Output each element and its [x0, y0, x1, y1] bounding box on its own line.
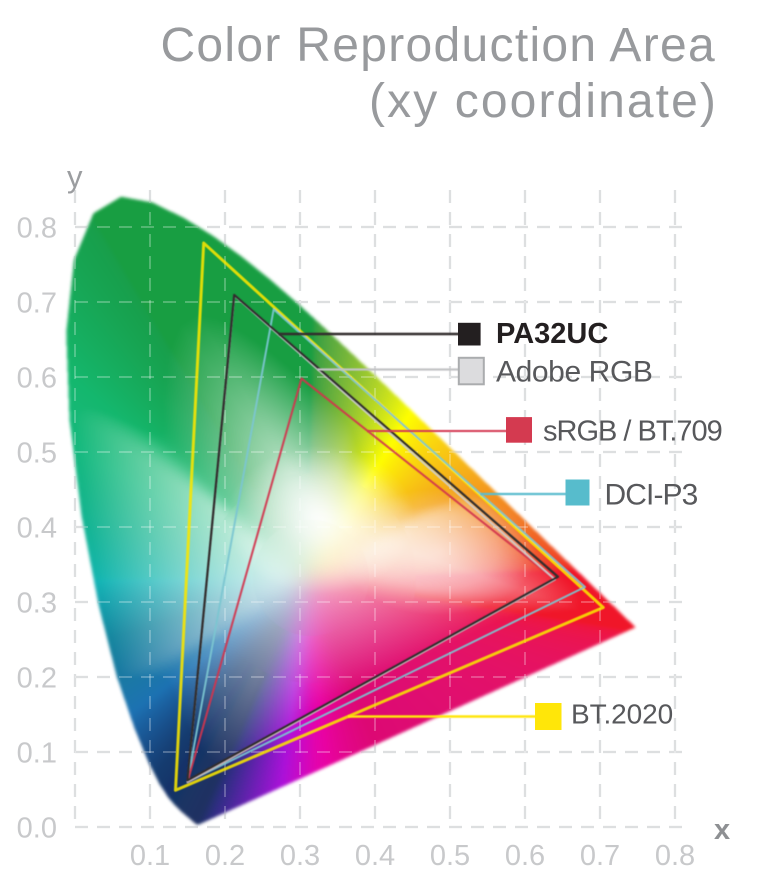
svg-text:0.2: 0.2: [205, 840, 245, 872]
svg-text:0.8: 0.8: [655, 840, 695, 872]
svg-text:y: y: [67, 159, 83, 194]
svg-text:0.5: 0.5: [430, 840, 470, 872]
svg-text:0.6: 0.6: [505, 840, 545, 872]
svg-text:0.8: 0.8: [17, 213, 57, 245]
svg-text:0.5: 0.5: [17, 438, 57, 470]
svg-text:PA32UC: PA32UC: [496, 318, 608, 350]
svg-text:Color Reproduction Area: Color Reproduction Area: [160, 19, 716, 72]
svg-text:sRGB / BT.709: sRGB / BT.709: [543, 416, 722, 448]
svg-text:0.6: 0.6: [17, 363, 57, 395]
svg-text:(xy coordinate): (xy coordinate): [369, 75, 718, 128]
svg-text:0.1: 0.1: [17, 738, 57, 770]
svg-text:0.7: 0.7: [17, 288, 57, 320]
svg-text:0.3: 0.3: [280, 840, 320, 872]
svg-text:0.4: 0.4: [17, 513, 57, 545]
svg-text:Adobe RGB: Adobe RGB: [496, 356, 653, 389]
svg-text:0.3: 0.3: [17, 588, 57, 620]
svg-text:BT.2020: BT.2020: [571, 699, 673, 730]
svg-text:0.1: 0.1: [130, 840, 170, 872]
svg-text:0.2: 0.2: [17, 663, 57, 695]
svg-text:0.7: 0.7: [580, 840, 620, 872]
svg-text:0.4: 0.4: [355, 840, 395, 872]
svg-text:x: x: [714, 814, 730, 846]
svg-text:0.0: 0.0: [17, 813, 57, 845]
svg-text:DCI-P3: DCI-P3: [605, 479, 698, 512]
